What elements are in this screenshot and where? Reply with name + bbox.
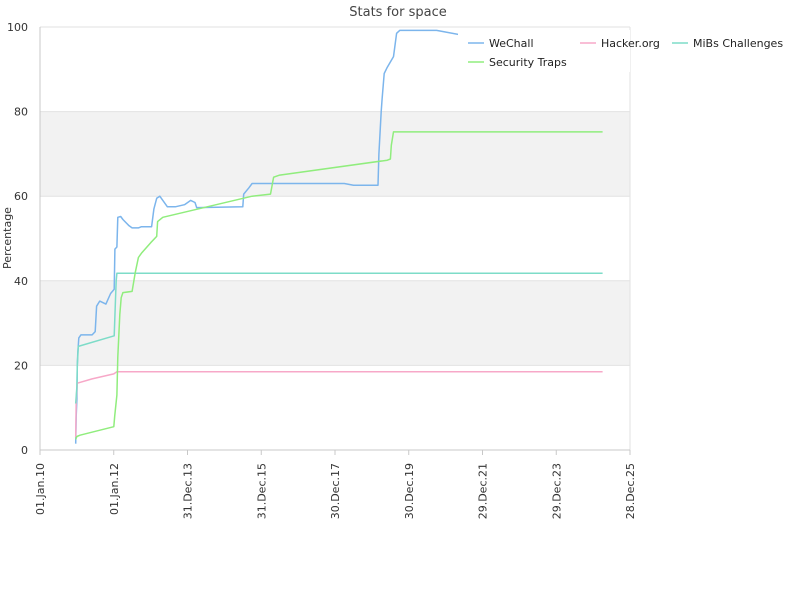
- grid-bands: [40, 111, 630, 366]
- x-tick-label: 31.Dec.15: [255, 463, 268, 519]
- y-tick-label: 40: [14, 275, 28, 288]
- series-lines: [74, 29, 603, 444]
- legend-label: Security Traps: [489, 56, 567, 69]
- x-tick-label: 28.Dec.25: [624, 463, 637, 519]
- x-tick-label: 01.Jan.10: [34, 463, 47, 515]
- legend-item-security-traps[interactable]: Security Traps: [468, 56, 567, 69]
- legend-label: WeChall: [489, 37, 534, 50]
- y-tick-label: 20: [14, 359, 28, 372]
- x-tick-label: 30.Dec.17: [329, 463, 342, 519]
- y-axis-label: Percentage: [1, 207, 14, 269]
- y-tick-label: 60: [14, 190, 28, 203]
- legend-item-wechall[interactable]: WeChall: [468, 37, 534, 50]
- series-line-security-traps: [75, 131, 603, 440]
- y-tick-label: 0: [21, 444, 28, 457]
- y-tick-label: 100: [7, 21, 28, 34]
- x-tick-label: 31.Dec.13: [182, 463, 195, 519]
- x-tick-label: 29.Dec.23: [550, 463, 563, 519]
- legend-item-hacker-org[interactable]: Hacker.org: [580, 37, 660, 50]
- chart-title: Stats for space: [349, 5, 446, 20]
- grid-band: [40, 111, 630, 197]
- x-tick-label: 30.Dec.19: [403, 463, 416, 519]
- legend-label: MiBs Challenges: [693, 37, 783, 50]
- x-axis-ticks: 01.Jan.10 01.Jan.12 31.Dec.13 31.Dec.15 30.D…: [34, 450, 637, 519]
- x-tick-label: 29.Dec.21: [477, 463, 490, 519]
- legend-background: [458, 30, 630, 72]
- legend[interactable]: WeChall Hacker.org MiBs Challenges Security…: [458, 30, 783, 72]
- legend-item-mibs-challenges[interactable]: MiBs Challenges: [672, 37, 783, 50]
- x-tick-label: 01.Jan.12: [108, 463, 121, 515]
- series-line-mibs-challenges: [74, 272, 603, 404]
- grid-band: [40, 280, 630, 366]
- series-line-hacker-org: [74, 370, 603, 438]
- y-axis-ticks: 0 20 40 60 80 100: [7, 21, 28, 457]
- series-line-wechall: [74, 29, 526, 444]
- gridlines: [40, 26, 630, 451]
- axes: [39, 27, 631, 451]
- y-tick-label: 80: [14, 106, 28, 119]
- legend-label: Hacker.org: [601, 37, 660, 50]
